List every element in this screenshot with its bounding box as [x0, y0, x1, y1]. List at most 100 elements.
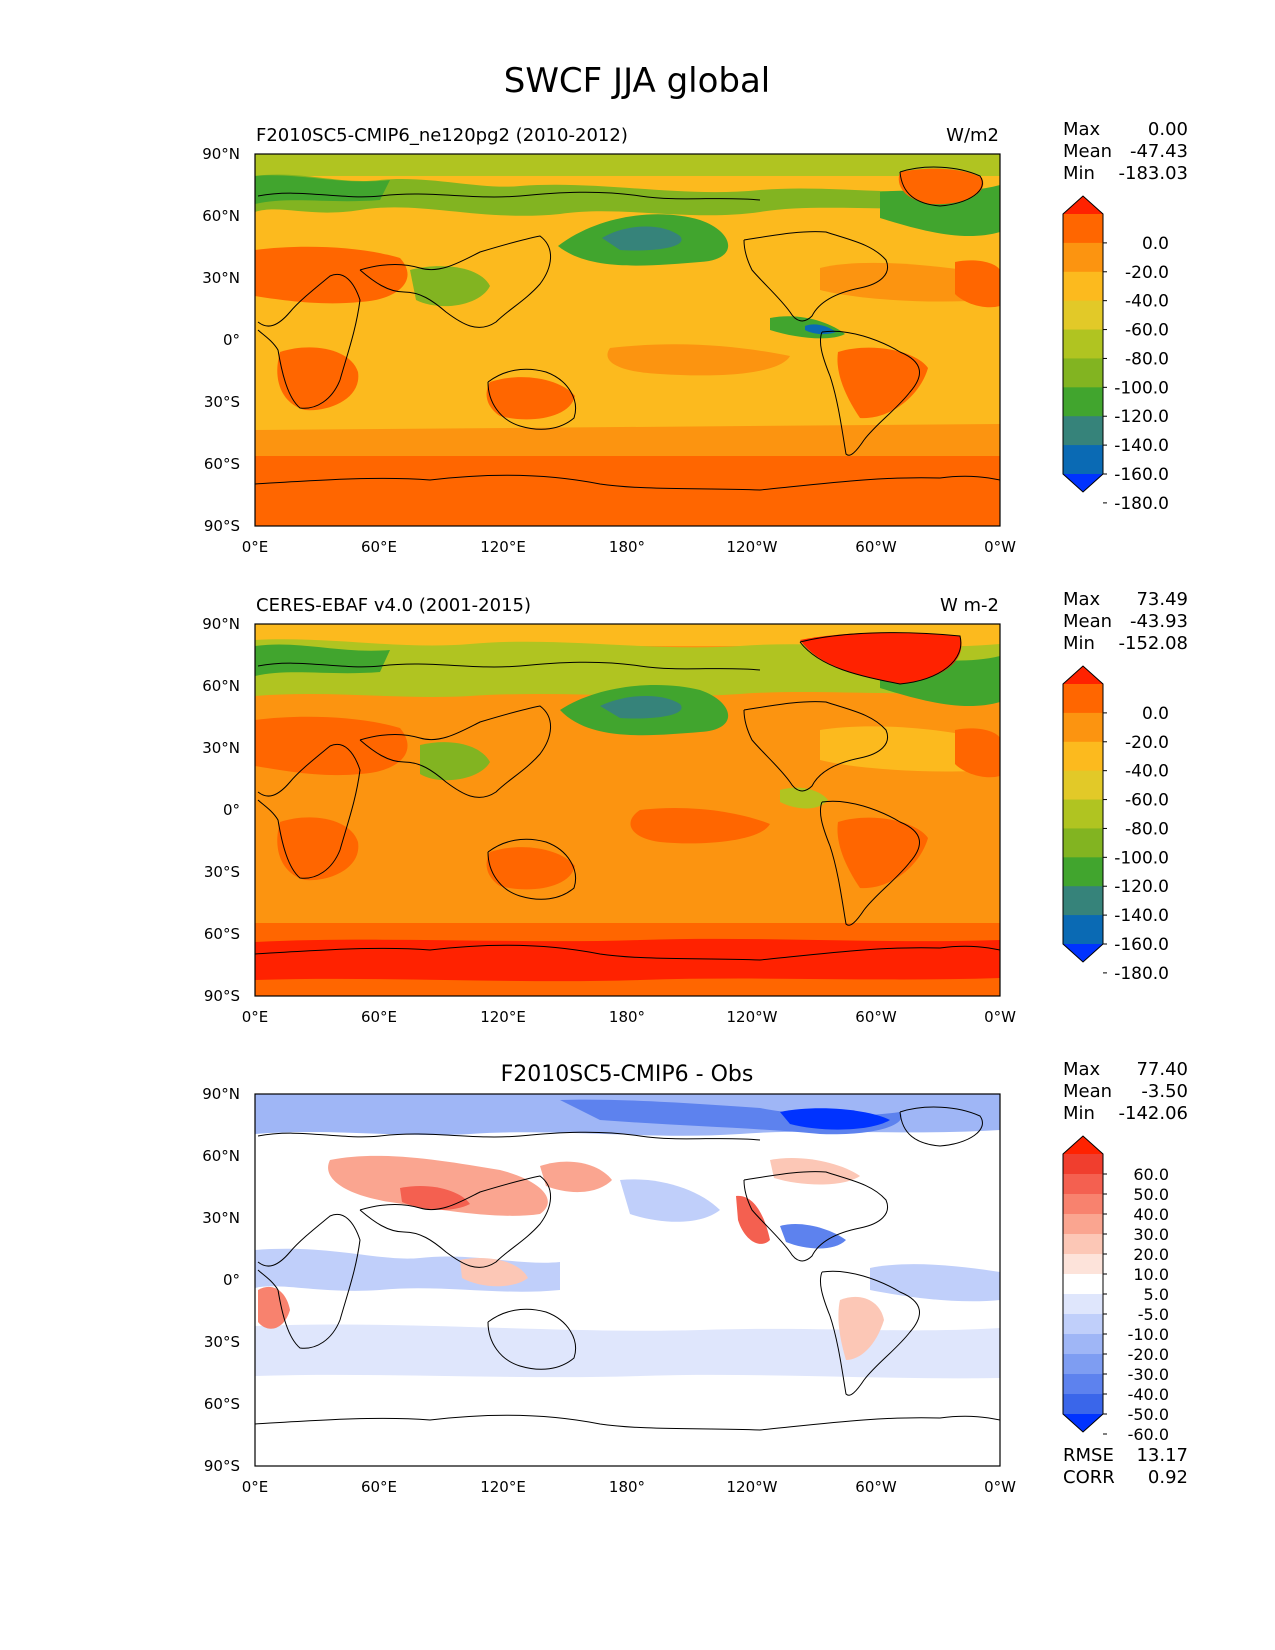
- colorbar-swatch: [1063, 1274, 1103, 1295]
- colorbar-swatch: [1063, 1294, 1103, 1315]
- lon-tick-label: 180°: [609, 1008, 645, 1026]
- coastlines: [255, 1106, 1000, 1431]
- lon-tick-label: 120°W: [727, 1478, 778, 1496]
- colorbar-label: -40.0: [1125, 292, 1169, 312]
- lat-ticks-3: 90°N 60°N 30°N 0° 30°S 60°S 90°S: [202, 1085, 240, 1475]
- colorbar-swatch: [1063, 712, 1103, 743]
- colorbar-swatch: [1063, 1254, 1103, 1275]
- colorbar-swatch: [1063, 799, 1103, 829]
- metric-value: 13.17: [1136, 1445, 1188, 1466]
- colorbar-swatch: [1063, 915, 1103, 945]
- colorbar-swatch: [1063, 445, 1103, 475]
- metric-label: CORR: [1063, 1467, 1115, 1488]
- lat-tick-label: 60°S: [204, 925, 240, 943]
- colorbar-label: -140.0: [1114, 436, 1169, 456]
- colorbar-extend-min: [1063, 944, 1103, 962]
- lon-tick-label: 60°W: [855, 538, 897, 556]
- colorbar-label: -120.0: [1114, 877, 1169, 897]
- colorbar-label: -20.0: [1128, 1345, 1169, 1364]
- colorbar-label: -80.0: [1125, 819, 1169, 839]
- lon-tick-label: 0°E: [242, 1478, 269, 1496]
- colorbar-label: -40.0: [1125, 762, 1169, 782]
- metrics-3: RMSE 13.17 CORR 0.92: [1063, 1445, 1188, 1488]
- stat-value: -47.43: [1130, 141, 1188, 162]
- panel-units: W/m2: [946, 125, 999, 146]
- lat-tick-label: 60°S: [204, 1395, 240, 1413]
- lat-tick-label: 90°N: [202, 145, 240, 163]
- lat-ticks-2: 90°N 60°N 30°N 0° 30°S 60°S 90°S: [202, 615, 240, 1005]
- stat-label: Max: [1063, 1059, 1101, 1080]
- lat-tick-label: 0°: [223, 1271, 240, 1289]
- lon-tick-label: 0°E: [242, 1008, 269, 1026]
- lat-tick-label: 30°N: [202, 269, 240, 287]
- colorbar-label: 20.0: [1133, 1245, 1169, 1264]
- colorbar-label: -60.0: [1125, 791, 1169, 811]
- colorbar-label: -180.0: [1114, 964, 1169, 984]
- colorbar-swatch: [1063, 1354, 1103, 1375]
- lon-tick-label: 120°E: [480, 1008, 526, 1026]
- lat-tick-label: 90°S: [204, 1457, 240, 1475]
- lat-tick-label: 30°N: [202, 1209, 240, 1227]
- lon-tick-label: 0°W: [984, 1008, 1016, 1026]
- colorbar-label: -80.0: [1125, 349, 1169, 369]
- colorbar-label: -160.0: [1114, 465, 1169, 485]
- colorbar-label: 0.0: [1142, 704, 1169, 724]
- panel-reference: CERES-EBAF v4.0 (2001-2015) W m-2: [202, 589, 1188, 1026]
- colorbar-swatch: [1063, 416, 1103, 446]
- lat-tick-label: 0°: [223, 801, 240, 819]
- lat-tick-label: 90°S: [204, 517, 240, 535]
- colorbar-label: -60.0: [1125, 321, 1169, 341]
- panel-test: F2010SC5-CMIP6_ne120pg2 (2010-2012) W/m2: [202, 119, 1188, 556]
- map-frame: [254, 623, 1001, 997]
- figure-title: SWCF JJA global: [504, 61, 771, 101]
- colorbar-label: -100.0: [1114, 848, 1169, 868]
- colorbar-label: -20.0: [1125, 263, 1169, 283]
- colorbar-swatch: [1063, 684, 1103, 714]
- stat-value: 77.40: [1136, 1059, 1188, 1080]
- map-field: [255, 1094, 1000, 1466]
- stat-label: Mean: [1063, 611, 1112, 632]
- colorbar-label: -120.0: [1114, 407, 1169, 427]
- colorbar-swatch: [1063, 1234, 1103, 1255]
- lon-tick-label: 120°E: [480, 1478, 526, 1496]
- lat-ticks-1: 90°N 60°N 30°N 0° 30°S 60°S 90°S: [202, 145, 240, 535]
- lat-tick-label: 60°N: [202, 1147, 240, 1165]
- stat-value: -43.93: [1130, 611, 1188, 632]
- colorbar-extend-max: [1063, 1136, 1103, 1154]
- stat-label: Min: [1063, 163, 1095, 184]
- map-field: [255, 624, 1000, 996]
- colorbar-label: -60.0: [1128, 1425, 1169, 1444]
- colorbar-label: 0.0: [1142, 234, 1169, 254]
- colorbar-swatch: [1063, 1214, 1103, 1235]
- colorbar-label: 60.0: [1133, 1165, 1169, 1184]
- stat-value: -152.08: [1119, 633, 1188, 654]
- lat-tick-label: 30°S: [204, 1333, 240, 1351]
- stat-value: 0.00: [1148, 119, 1188, 140]
- lon-tick-label: 120°E: [480, 538, 526, 556]
- stat-value: 73.49: [1136, 589, 1188, 610]
- colorbar-swatch: [1063, 358, 1103, 388]
- colorbar-swatch: [1063, 300, 1103, 331]
- colorbar-swatch: [1063, 828, 1103, 858]
- colorbar-label: 30.0: [1133, 1225, 1169, 1244]
- colorbar-swatch: [1063, 214, 1103, 244]
- lat-tick-label: 0°: [223, 331, 240, 349]
- stat-label: Mean: [1063, 1081, 1112, 1102]
- lat-tick-label: 60°N: [202, 677, 240, 695]
- map-frame: [254, 153, 1001, 527]
- colorbar-swatch: [1063, 387, 1103, 417]
- colorbar-label: -140.0: [1114, 906, 1169, 926]
- colorbar-swatch: [1063, 329, 1103, 359]
- stats-1: Max 0.00 Mean -47.43 Min -183.03: [1063, 119, 1188, 184]
- lon-tick-label: 120°W: [727, 1008, 778, 1026]
- colorbar-swatch: [1063, 1314, 1103, 1335]
- stats-3: Max 77.40 Mean -3.50 Min -142.06: [1063, 1059, 1188, 1124]
- lon-tick-label: 0°E: [242, 538, 269, 556]
- map-frame: [254, 1093, 1001, 1467]
- stats-2: Max 73.49 Mean -43.93 Min -152.08: [1063, 589, 1188, 654]
- stat-label: Max: [1063, 119, 1101, 140]
- lon-tick-label: 60°E: [361, 1478, 397, 1496]
- colorbar-label: 5.0: [1144, 1285, 1169, 1304]
- lon-tick-label: 60°W: [855, 1478, 897, 1496]
- lat-tick-label: 90°N: [202, 615, 240, 633]
